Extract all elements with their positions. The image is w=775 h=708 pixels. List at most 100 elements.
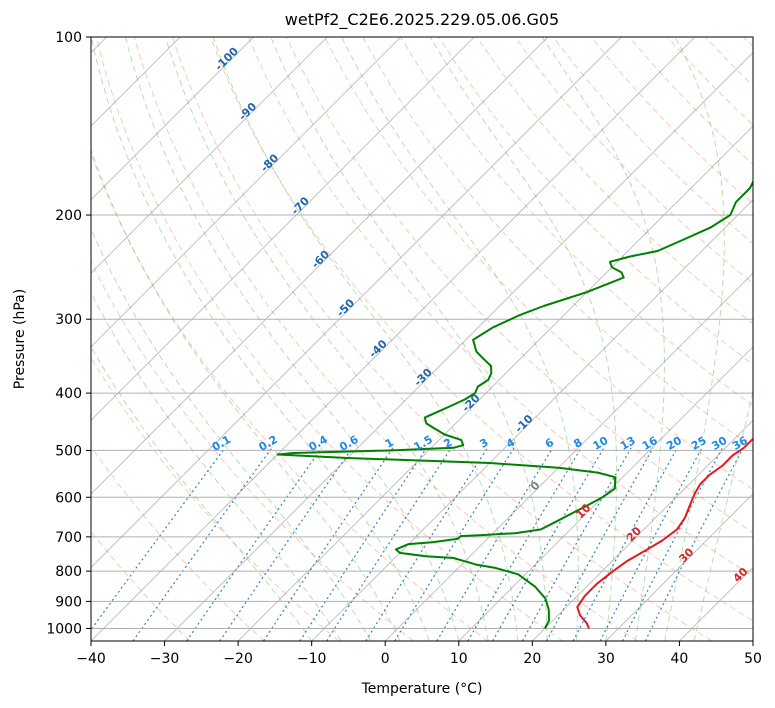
adiabat-label: -80: [258, 151, 281, 174]
adiabat-label: 30: [676, 545, 696, 565]
dry-adiabat: [704, 37, 753, 87]
dry-adiabat: [247, 37, 753, 577]
x-tick-label: 40: [671, 651, 689, 667]
dry-adiabat: [209, 37, 753, 622]
y-tick-label: 200: [55, 208, 82, 224]
isotherm-line: [237, 125, 753, 641]
x-tick-label: −10: [297, 651, 327, 667]
moist-adiabat: [270, 37, 548, 641]
y-tick-label: 400: [55, 386, 82, 402]
background-lines: [91, 37, 753, 641]
mixing-ratio-line: [91, 447, 226, 631]
adiabat-label: -10: [512, 412, 535, 435]
isotherm-line: [752, 640, 753, 641]
y-tick-label: 900: [55, 594, 82, 610]
dry-adiabat: [91, 530, 191, 641]
mixing-ratio-line: [546, 447, 654, 641]
dry-adiabat: [91, 356, 340, 641]
y-tick-label: 800: [55, 564, 82, 580]
isotherm-line: [458, 346, 753, 641]
isotherm-line: [679, 566, 753, 641]
x-tick-label: 20: [523, 651, 541, 667]
moist-adiabat: [165, 37, 489, 641]
dry-adiabat: [476, 37, 753, 325]
mixing-ratio-line: [326, 447, 452, 641]
isotherm-line: [91, 37, 402, 348]
isotherm-line: [605, 493, 753, 641]
profile-line: [276, 179, 753, 629]
mixing-ratio-label: 3: [477, 436, 490, 451]
adiabat-label: -100: [212, 44, 241, 73]
moist-adiabat: [693, 389, 753, 641]
moist-adiabat: [91, 37, 430, 641]
adiabat-label: 20: [624, 524, 644, 544]
adiabat-label: -40: [367, 337, 390, 360]
y-tick-label: 100: [55, 30, 82, 46]
adiabat-label: -60: [309, 248, 332, 271]
isotherm-line: [384, 272, 753, 641]
y-tick-label: 300: [55, 312, 82, 328]
moist-adiabat: [341, 37, 579, 641]
adiabat-label: -30: [412, 366, 435, 389]
dry-adiabat: [91, 260, 414, 641]
x-tick-label: 10: [450, 651, 468, 667]
moist-adiabat: [91, 227, 371, 641]
x-tick-label: 0: [381, 651, 390, 667]
dry-adiabat: [514, 37, 753, 284]
isotherm-line: [91, 37, 328, 274]
y-axis-title: Pressure (hPa): [12, 289, 28, 389]
series-layer: [276, 179, 753, 629]
mixing-ratio-line: [186, 447, 323, 641]
isotherm-line: [532, 419, 753, 641]
y-tick-label: 600: [55, 490, 82, 506]
x-tick-label: −30: [150, 651, 180, 667]
moist-adiabat: [541, 37, 665, 641]
x-tick-label: −40: [76, 651, 106, 667]
moist-adiabat: [212, 37, 519, 641]
x-axis: −40 −30 −20 −10 0 10 20 30 40 50: [76, 641, 762, 667]
y-axis: 100 200 300 400 500 600 700 800 900 1000: [46, 30, 91, 637]
isotherm-line: [91, 37, 696, 641]
mixing-ratio-line: [467, 447, 582, 641]
isotherm-line: [91, 37, 622, 569]
mixing-ratio-line: [436, 447, 554, 641]
dry-adiabat: [91, 445, 265, 641]
mixing-ratio-line: [219, 447, 353, 641]
x-tick-label: −20: [223, 651, 253, 667]
isotherm-line: [91, 37, 254, 201]
isotherm-line: [91, 37, 475, 421]
x-tick-label: 30: [597, 651, 615, 667]
x-axis-title: Temperature (°C): [361, 681, 483, 697]
mixing-ratio-label: 6: [543, 436, 556, 451]
profile-line: [576, 437, 753, 629]
mixing-ratio-line: [394, 447, 515, 641]
dry-adiabat: [438, 37, 753, 365]
isotherm-line: [164, 51, 753, 641]
isotherm-line: [91, 37, 549, 495]
y-tick-label: 500: [55, 443, 82, 459]
adiabat-label: 40: [731, 565, 751, 585]
moist-adiabat: [664, 37, 725, 641]
moist-adiabat: [91, 148, 401, 641]
y-tick-label: 700: [55, 530, 82, 546]
adiabat-label: -70: [289, 194, 312, 217]
x-tick-label: 50: [744, 651, 762, 667]
adiabat-label: -20: [459, 391, 482, 414]
mixing-ratio-line: [132, 447, 273, 641]
mixing-ratio-line: [572, 447, 678, 641]
dry-adiabat: [743, 37, 753, 48]
mixing-ratio-line: [622, 447, 723, 641]
moist-adiabat: [91, 345, 313, 641]
moist-adiabat: [125, 37, 460, 641]
moist-adiabat: [429, 37, 618, 641]
y-tick-label: 1000: [46, 621, 82, 637]
mixing-ratio-line: [521, 447, 632, 641]
mixing-ratio-line: [599, 447, 703, 641]
mixing-ratio-line: [365, 447, 489, 641]
dry-adiabat: [324, 37, 753, 491]
isotherm-line: [311, 199, 753, 641]
plot-frame: [90, 36, 754, 642]
dry-adiabat: [171, 37, 713, 641]
pressure-grid: [91, 37, 753, 629]
